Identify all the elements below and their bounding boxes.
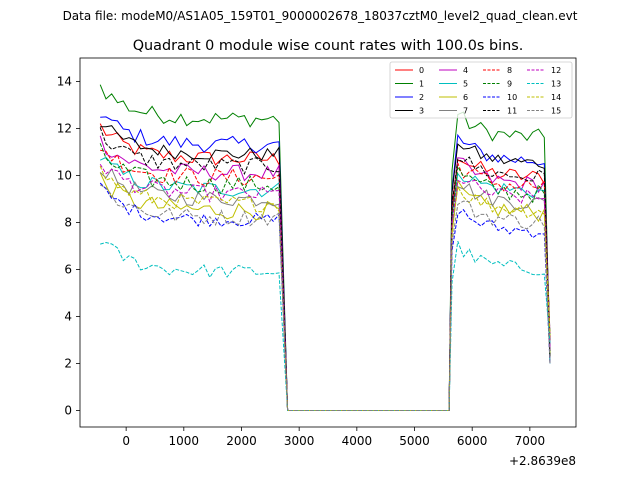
series-line-11 xyxy=(99,127,551,411)
plot-area: 0 1000 2000 3000 4000 5000 6000 7000 0246810121… xyxy=(57,57,577,468)
x-tick-label: 2000 xyxy=(226,434,257,448)
series-line-1 xyxy=(99,84,551,411)
x-tick-label: 0 xyxy=(122,434,130,448)
y-tick-label: 6 xyxy=(64,263,72,277)
series-layer xyxy=(99,84,551,411)
series-line-14 xyxy=(99,165,551,411)
series-line-6 xyxy=(99,172,551,411)
y-tick-label: 8 xyxy=(64,216,72,230)
x-tick-label: 5000 xyxy=(399,434,430,448)
legend-box xyxy=(389,61,573,119)
x-axis: 0 1000 2000 3000 4000 5000 6000 7000 xyxy=(122,427,545,448)
legend-label-5: 5 xyxy=(463,80,468,89)
series-line-7 xyxy=(99,167,551,411)
y-tick-label: 12 xyxy=(57,122,72,136)
x-tick-label: 1000 xyxy=(169,434,200,448)
legend-label-14: 14 xyxy=(551,93,561,102)
axes-frame xyxy=(79,57,577,428)
y-tick-label: 2 xyxy=(64,357,72,371)
legend-label-8: 8 xyxy=(507,66,512,75)
file-suptitle: Data file: modeM0/AS1A05_159T01_90000026… xyxy=(63,9,578,23)
series-line-3 xyxy=(100,125,551,411)
legend-label-13: 13 xyxy=(551,80,561,89)
legend-label-7: 7 xyxy=(463,107,468,116)
legend-label-3: 3 xyxy=(419,107,424,116)
x-tick-label: 6000 xyxy=(457,434,488,448)
x-tick-label: 4000 xyxy=(342,434,373,448)
y-tick-label: 10 xyxy=(57,169,72,183)
legend-label-1: 1 xyxy=(419,80,424,89)
legend-label-2: 2 xyxy=(419,93,424,102)
legend-label-11: 11 xyxy=(507,107,517,116)
y-axis: 0 2 4 6 8 10 12 14 xyxy=(57,75,80,418)
legend-label-10: 10 xyxy=(507,93,517,102)
legend-label-0: 0 xyxy=(419,66,424,75)
series-line-12 xyxy=(99,163,551,411)
series-line-9 xyxy=(99,143,551,411)
x-offset-label: +2.8639e8 xyxy=(509,454,576,468)
chart-title: Quadrant 0 module wise count rates with … xyxy=(133,38,524,54)
x-tick-label: 3000 xyxy=(284,434,315,448)
series-line-10 xyxy=(99,182,551,411)
y-tick-label: 4 xyxy=(64,310,72,324)
x-tick-label: 7000 xyxy=(515,434,546,448)
series-line-15 xyxy=(99,184,551,411)
legend-label-4: 4 xyxy=(463,66,468,75)
series-line-13 xyxy=(100,241,551,411)
axes-background xyxy=(80,58,576,427)
y-tick-label: 14 xyxy=(57,75,72,89)
legend-label-6: 6 xyxy=(463,93,468,102)
series-line-4 xyxy=(99,135,551,411)
legend-label-15: 15 xyxy=(551,107,561,116)
legend-label-12: 12 xyxy=(551,66,561,75)
legend-label-9: 9 xyxy=(507,80,512,89)
y-tick-label: 0 xyxy=(64,404,72,418)
